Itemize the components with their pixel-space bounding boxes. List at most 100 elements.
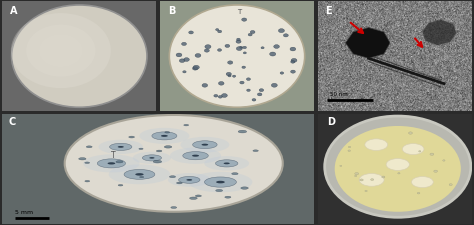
Ellipse shape [409,132,412,134]
Ellipse shape [99,140,143,154]
Ellipse shape [85,162,90,164]
Ellipse shape [270,52,276,56]
Ellipse shape [133,152,171,164]
Ellipse shape [278,29,284,33]
Ellipse shape [192,67,198,70]
Ellipse shape [240,81,244,84]
Ellipse shape [216,160,238,167]
Ellipse shape [232,75,236,77]
Ellipse shape [290,47,296,51]
Ellipse shape [226,72,231,76]
Ellipse shape [411,177,433,188]
Ellipse shape [225,196,231,198]
Ellipse shape [365,190,367,192]
Text: E: E [326,6,332,16]
Ellipse shape [189,172,252,192]
Ellipse shape [192,155,199,157]
Ellipse shape [139,148,143,149]
Text: T: T [237,9,241,15]
Ellipse shape [430,153,434,155]
Text: A: A [10,6,18,16]
Ellipse shape [371,179,374,180]
Ellipse shape [242,66,246,68]
Ellipse shape [219,81,224,85]
Ellipse shape [184,124,189,126]
Ellipse shape [109,164,170,184]
Ellipse shape [218,95,222,98]
Ellipse shape [11,13,111,88]
Ellipse shape [204,156,249,171]
Ellipse shape [97,159,126,168]
Ellipse shape [386,159,410,170]
Ellipse shape [238,130,246,133]
Ellipse shape [402,144,424,155]
Ellipse shape [169,176,175,178]
Ellipse shape [192,141,217,148]
Text: C: C [9,117,16,127]
Ellipse shape [218,49,221,51]
Ellipse shape [202,83,208,87]
Ellipse shape [176,53,182,57]
Ellipse shape [153,160,162,163]
Ellipse shape [204,177,237,187]
Ellipse shape [365,139,388,151]
Ellipse shape [232,173,238,175]
Ellipse shape [283,34,288,37]
Ellipse shape [165,132,170,133]
Ellipse shape [216,181,225,183]
Ellipse shape [225,44,230,47]
Ellipse shape [108,162,115,164]
Ellipse shape [271,83,277,87]
Ellipse shape [348,146,351,148]
Ellipse shape [259,89,264,92]
Ellipse shape [228,61,233,64]
Ellipse shape [168,173,210,187]
Ellipse shape [139,176,144,178]
Ellipse shape [398,173,400,174]
Ellipse shape [86,146,92,148]
Ellipse shape [201,144,208,146]
Ellipse shape [253,150,258,152]
Polygon shape [346,27,390,58]
Ellipse shape [183,71,186,73]
Ellipse shape [325,116,471,217]
Ellipse shape [246,89,250,91]
Ellipse shape [170,147,221,164]
Ellipse shape [179,59,185,63]
Ellipse shape [11,5,147,107]
Ellipse shape [291,61,295,63]
Ellipse shape [195,54,201,57]
Ellipse shape [171,207,177,208]
Ellipse shape [241,187,248,189]
Ellipse shape [161,135,168,137]
Ellipse shape [228,75,231,77]
Text: D: D [327,117,335,127]
Ellipse shape [221,94,228,97]
Ellipse shape [239,46,243,48]
Text: 50 nm: 50 nm [330,92,348,97]
Ellipse shape [189,31,193,34]
Ellipse shape [252,99,256,101]
Ellipse shape [190,197,197,199]
Ellipse shape [261,47,264,49]
Text: 5 mm: 5 mm [15,210,33,215]
Ellipse shape [152,132,177,140]
Ellipse shape [204,49,210,52]
Ellipse shape [135,173,144,176]
Ellipse shape [142,155,162,161]
Ellipse shape [26,25,95,76]
Ellipse shape [291,58,297,62]
Ellipse shape [83,154,139,172]
Ellipse shape [218,30,222,33]
Ellipse shape [186,179,192,181]
Ellipse shape [246,78,250,81]
Ellipse shape [183,152,208,160]
Ellipse shape [205,45,211,49]
Ellipse shape [216,29,219,31]
Ellipse shape [149,157,155,159]
Ellipse shape [417,192,420,194]
Ellipse shape [216,189,223,192]
Polygon shape [422,20,456,45]
Ellipse shape [182,42,186,45]
Ellipse shape [340,165,342,166]
